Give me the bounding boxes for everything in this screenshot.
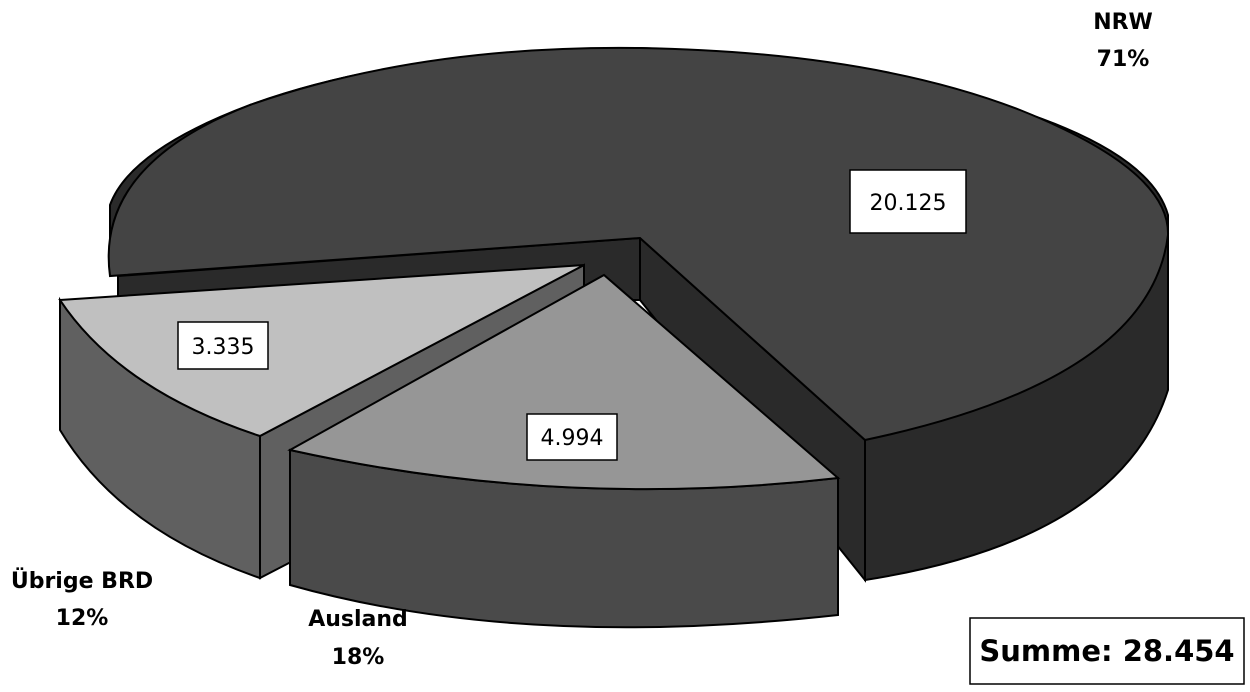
percent-label-ausland: 18% xyxy=(332,645,385,670)
value-label-ausland: 4.994 xyxy=(541,426,604,451)
slice-ausland-group xyxy=(287,273,841,629)
value-box-uebrige-brd: 3.335 xyxy=(177,321,269,370)
value-label-nrw: 20.125 xyxy=(870,191,947,216)
category-label-nrw: NRW xyxy=(1093,10,1153,35)
total-label: Summe: 28.454 xyxy=(979,634,1234,668)
slice-nrw-top xyxy=(107,46,1170,442)
slice-uebrige-brd-top xyxy=(58,264,585,438)
slice-ausland-top xyxy=(287,273,841,491)
value-box-ausland: 4.994 xyxy=(526,413,618,461)
percent-label-nrw: 71% xyxy=(1097,47,1150,72)
value-label-uebrige-brd: 3.335 xyxy=(192,335,255,360)
percent-label-uebrige-brd: 12% xyxy=(56,606,109,631)
category-label-ausland: Ausland xyxy=(308,607,408,632)
value-box-nrw: 20.125 xyxy=(849,169,967,234)
category-label-uebrige-brd: Übrige BRD xyxy=(11,568,153,594)
total-box: Summe: 28.454 xyxy=(969,617,1245,685)
